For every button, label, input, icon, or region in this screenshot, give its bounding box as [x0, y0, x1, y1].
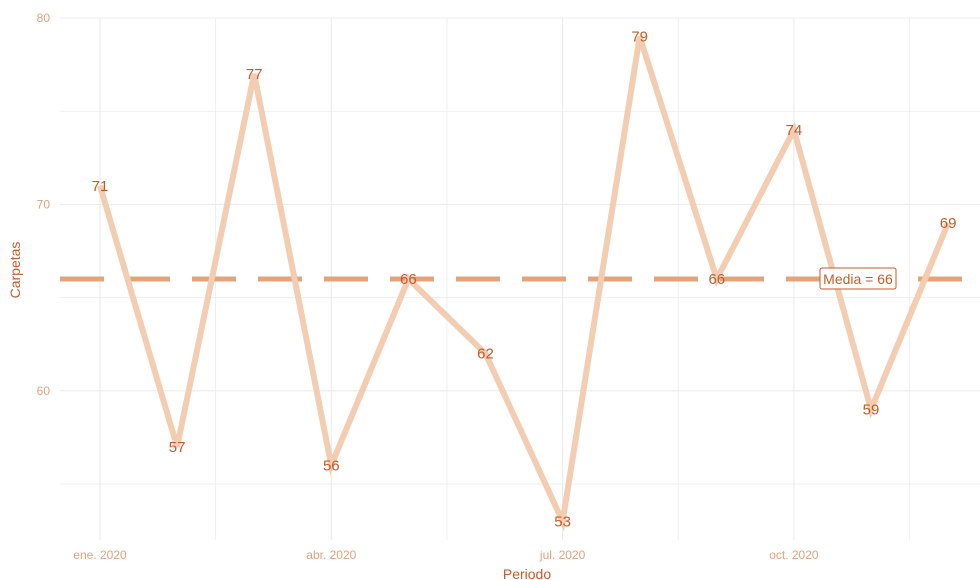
data-label: 57	[169, 439, 186, 456]
mean-label: Media = 66	[823, 271, 893, 287]
mean-label-box	[819, 267, 897, 290]
x-tick-label: ene. 2020	[73, 548, 127, 562]
data-label: 53	[554, 513, 571, 530]
y-axis-title: Carpetas	[7, 242, 23, 299]
y-tick-label: 80	[37, 11, 51, 25]
data-label: 56	[323, 457, 340, 474]
data-label: 74	[786, 122, 803, 139]
data-label: 62	[477, 346, 494, 363]
data-labels: 71 57 77 56 66 62 53 79 66 74 59 69 Media = 66	[92, 29, 957, 531]
x-tick-label: oct. 2020	[769, 548, 819, 562]
y-tick-label: 60	[37, 384, 51, 398]
axis-ticks: 60 70 80 ene. 2020 abr. 2020 jul. 2020 oct. 20…	[37, 11, 819, 562]
series	[97, 35, 951, 532]
x-tick-label: abr. 2020	[306, 548, 356, 562]
y-tick-label: 70	[37, 197, 51, 211]
data-label: 66	[400, 271, 417, 288]
series-line	[97, 35, 951, 532]
data-label: 71	[92, 178, 109, 195]
data-label: 66	[708, 271, 725, 288]
data-label: 77	[246, 66, 263, 83]
data-label: 59	[863, 402, 880, 419]
x-axis-title: Periodo	[503, 566, 551, 580]
data-label: 69	[940, 215, 957, 232]
x-tick-label: jul. 2020	[539, 548, 586, 562]
data-label: 79	[631, 29, 648, 46]
